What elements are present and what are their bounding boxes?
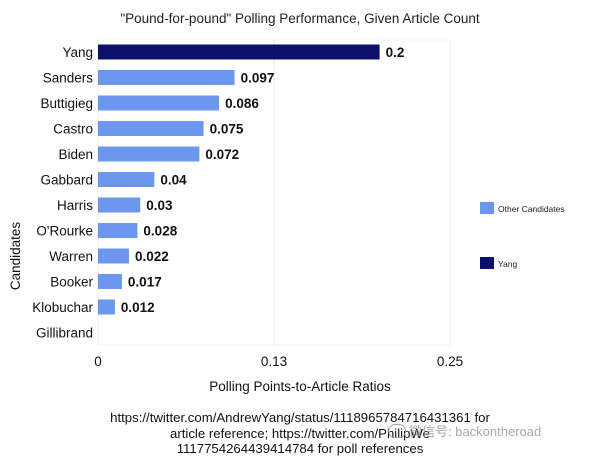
watermark: 微信号: backontheroad bbox=[388, 421, 541, 440]
source-note: https://twitter.com/AndrewYang/status/11… bbox=[30, 410, 570, 457]
bar-value-label: 0.072 bbox=[205, 147, 239, 162]
x-axis-title: Polling Points-to-Article Ratios bbox=[209, 379, 391, 394]
bar-value-label: 0.097 bbox=[241, 71, 275, 86]
bar-value-labels: 0.2 0.097 0.086 0.075 0.072 0.04 0.03 0.028 0.02… bbox=[121, 45, 404, 315]
legend: Other Candidates Yang bbox=[480, 202, 565, 269]
category-label: Gabbard bbox=[40, 173, 93, 188]
bar-value-label: 0.012 bbox=[121, 300, 155, 315]
bar-value-label: 0.075 bbox=[210, 122, 244, 137]
bar-yang bbox=[98, 44, 380, 60]
category-label: O'Rourke bbox=[36, 224, 93, 239]
category-label: Buttigieg bbox=[40, 96, 93, 111]
legend-label: Other Candidates bbox=[498, 204, 565, 214]
source-note-line-1: https://twitter.com/AndrewYang/status/11… bbox=[110, 410, 490, 425]
bar-harris bbox=[98, 197, 141, 213]
bar-value-label: 0.022 bbox=[135, 249, 169, 264]
bar-o-rourke bbox=[98, 223, 138, 238]
category-label: Booker bbox=[50, 275, 93, 290]
bar-warren bbox=[98, 248, 129, 264]
category-label: Klobuchar bbox=[32, 300, 93, 315]
category-label: Biden bbox=[58, 147, 93, 162]
x-tick-labels: 0 0.13 0.25 bbox=[94, 354, 463, 369]
x-tick-label: 0 bbox=[94, 354, 102, 369]
bars bbox=[98, 44, 380, 315]
bar-value-label: 0.2 bbox=[386, 45, 405, 60]
source-note-line-2: article reference; https://twitter.com/P… bbox=[170, 425, 430, 441]
bar-value-label: 0.03 bbox=[146, 198, 173, 213]
bar-value-label: 0.04 bbox=[160, 173, 187, 188]
bar-castro bbox=[98, 121, 204, 136]
gridlines bbox=[97, 39, 451, 346]
bar-buttigieg bbox=[98, 95, 220, 111]
category-label: Castro bbox=[53, 122, 93, 137]
bar-biden bbox=[98, 146, 200, 162]
y-axis-title: Candidates bbox=[8, 222, 23, 291]
category-label: Warren bbox=[49, 249, 93, 264]
legend-swatch bbox=[480, 202, 494, 214]
legend-swatch bbox=[480, 257, 494, 269]
bar-value-label: 0.028 bbox=[143, 224, 177, 239]
chart-title: "Pound-for-pound" Polling Performance, G… bbox=[120, 11, 480, 26]
bar-booker bbox=[98, 274, 122, 289]
bar-gabbard bbox=[98, 172, 155, 187]
source-note-line-3: 1117754264439414784 for poll references bbox=[176, 441, 424, 456]
x-tick-label: 0.13 bbox=[261, 354, 287, 369]
bar-klobuchar bbox=[98, 299, 115, 315]
legend-label: Yang bbox=[498, 259, 517, 269]
category-label: Sanders bbox=[43, 71, 94, 86]
bar-sanders bbox=[98, 70, 235, 85]
category-label: Yang bbox=[62, 45, 93, 60]
watermark-text: 微信号: backontheroad bbox=[409, 424, 542, 439]
wechat-icon bbox=[388, 424, 406, 438]
bar-value-label: 0.086 bbox=[225, 96, 259, 111]
bar-value-label: 0.017 bbox=[128, 275, 162, 290]
category-label: Harris bbox=[57, 198, 93, 213]
category-labels: Yang Sanders Buttigieg Castro Biden Gabbard Ha… bbox=[32, 45, 93, 341]
x-tick-label: 0.25 bbox=[437, 354, 463, 369]
category-label: Gillibrand bbox=[36, 326, 93, 341]
